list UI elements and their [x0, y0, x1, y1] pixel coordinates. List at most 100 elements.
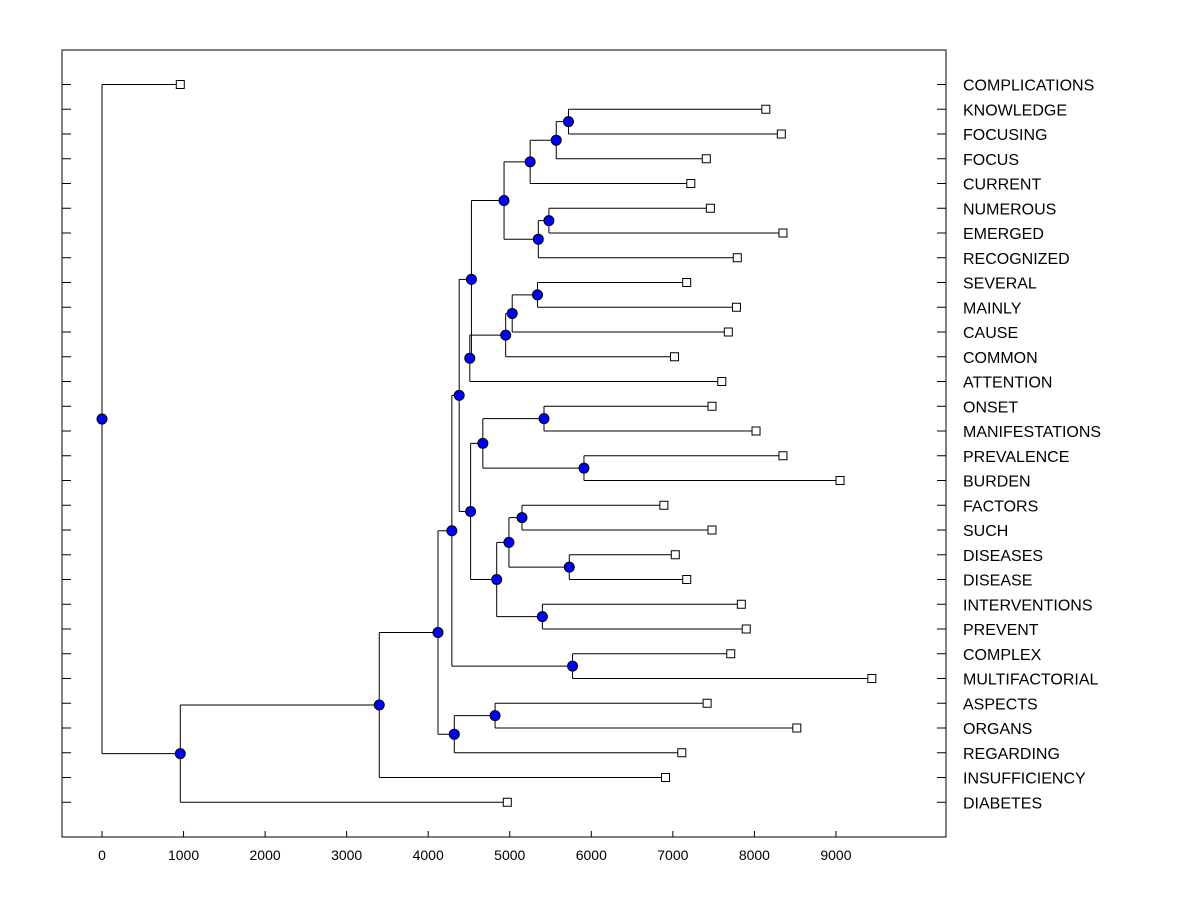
leaf-marker	[835, 476, 845, 485]
tree-markers	[96, 80, 877, 807]
leaf-label: ORGANS	[963, 721, 1032, 738]
leaf-label: BURDEN	[963, 474, 1031, 491]
leaf-label: ONSET	[963, 399, 1018, 416]
leaf-label: DIABETES	[963, 795, 1042, 812]
leaf-marker	[736, 599, 746, 609]
leaf-marker	[732, 253, 742, 263]
merge-node	[503, 536, 515, 548]
leaf-label: MULTIFACTORIAL	[963, 672, 1099, 689]
leaf-marker	[792, 723, 802, 733]
merge-node	[536, 611, 548, 623]
x-tick-label: 7000	[657, 847, 688, 863]
plot-frame	[61, 49, 947, 838]
leaf-marker	[717, 377, 727, 386]
leaf-label: MANIFESTATIONS	[963, 424, 1101, 441]
leaf-label: INTERVENTIONS	[963, 597, 1093, 614]
leaf-label: SUCH	[963, 523, 1008, 540]
leaf-marker	[669, 352, 679, 362]
leaf-marker	[741, 624, 751, 634]
leaf-label: RECOGNIZED	[963, 251, 1070, 268]
merge-node	[477, 437, 489, 449]
axis-ticks: 0 1000 2000 3000 4000 5000 6000 7000 8000 9000	[62, 84, 946, 863]
leaf-marker	[702, 698, 712, 708]
merge-node	[432, 626, 444, 638]
merge-node	[489, 710, 501, 722]
leaf-label: COMPLICATIONS	[963, 78, 1094, 95]
leaf-label: FACTORS	[963, 498, 1038, 515]
merge-node	[550, 134, 562, 146]
leaf-marker	[761, 104, 771, 114]
merge-node	[174, 748, 186, 760]
leaf-marker	[670, 550, 680, 560]
leaf-label: SEVERAL	[963, 276, 1037, 293]
merge-node	[464, 352, 476, 364]
merge-node	[562, 116, 574, 128]
leaf-marker	[686, 179, 696, 188]
merge-node	[446, 525, 458, 537]
leaf-marker	[661, 773, 671, 782]
leaf-label: COMMON	[963, 350, 1038, 367]
leaf-marker	[867, 674, 877, 683]
leaf-marker	[705, 203, 715, 213]
leaf-marker	[751, 426, 761, 436]
merge-node	[531, 289, 543, 301]
leaf-marker	[778, 451, 788, 461]
leaf-marker	[776, 129, 786, 139]
merge-node	[538, 413, 550, 425]
leaf-marker	[778, 228, 788, 238]
leaf-label: COMPLEX	[963, 647, 1042, 664]
leaf-label: ATTENTION	[963, 375, 1052, 392]
merge-node	[524, 156, 536, 168]
x-tick-label: 2000	[250, 847, 281, 863]
leaf-marker	[701, 154, 711, 164]
leaf-label: MAINLY	[963, 300, 1022, 317]
x-tick-label: 0	[98, 847, 106, 863]
leaf-label: KNOWLEDGE	[963, 102, 1067, 119]
leaf-label: INSUFFICIENCY	[963, 771, 1086, 788]
merge-node	[516, 512, 528, 524]
leaf-marker	[175, 80, 185, 89]
leaf-label: PREVALENCE	[963, 449, 1069, 466]
leaf-labels: COMPLICATIONS KNOWLEDGE FOCUSING FOCUS CURRE…	[963, 78, 1101, 813]
leaf-marker	[682, 575, 692, 584]
x-tick-label: 8000	[739, 847, 770, 863]
merge-node	[453, 389, 465, 401]
merge-node	[465, 505, 477, 517]
leaf-label: FOCUS	[963, 152, 1019, 169]
merge-node	[491, 574, 503, 585]
merge-node	[563, 561, 575, 573]
leaf-marker	[682, 278, 692, 287]
x-tick-label: 5000	[494, 847, 525, 863]
merge-node	[567, 660, 579, 672]
merge-node	[532, 233, 544, 245]
leaf-marker	[731, 302, 741, 312]
merge-node	[500, 329, 512, 341]
leaf-marker	[659, 500, 669, 510]
leaf-marker	[677, 748, 687, 758]
leaf-label: NUMEROUS	[963, 201, 1056, 218]
x-tick-label: 1000	[168, 847, 199, 863]
x-tick-label: 6000	[576, 847, 607, 863]
merge-node	[465, 273, 477, 285]
leaf-label: CURRENT	[963, 177, 1041, 194]
leaf-marker	[707, 401, 717, 411]
leaf-label: DISEASE	[963, 573, 1032, 590]
leaf-label: FOCUSING	[963, 127, 1047, 144]
leaf-label: CAUSE	[963, 325, 1018, 342]
leaf-marker	[726, 649, 736, 659]
x-tick-label: 4000	[413, 847, 444, 863]
leaf-label: ASPECTS	[963, 696, 1038, 713]
merge-node	[506, 307, 518, 319]
x-tick-label: 3000	[331, 847, 362, 863]
merge-node	[543, 215, 555, 227]
leaf-label: EMERGED	[963, 226, 1044, 243]
merge-node	[578, 462, 590, 474]
merge-node	[498, 195, 510, 207]
merge-node	[373, 699, 385, 711]
leaf-marker	[707, 525, 717, 535]
leaf-label: PREVENT	[963, 622, 1039, 639]
merge-node	[96, 413, 108, 425]
merge-node	[448, 728, 460, 740]
x-tick-label: 9000	[820, 847, 851, 863]
